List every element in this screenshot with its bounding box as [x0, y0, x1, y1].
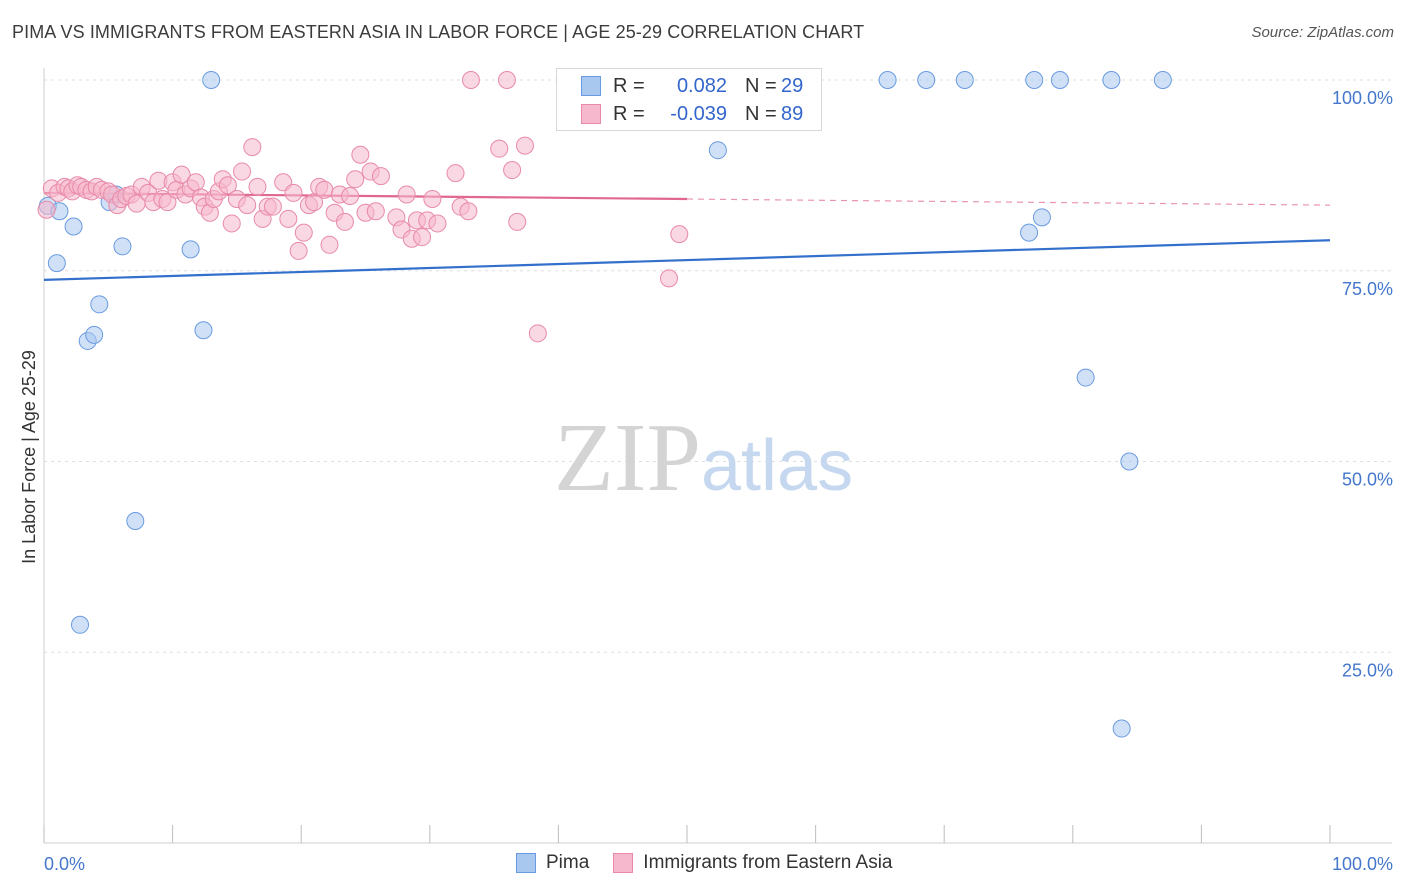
legend-item-immigrants: Immigrants from Eastern Asia: [613, 852, 893, 874]
pima-point: [708, 141, 727, 160]
immigrants-point: [315, 180, 334, 199]
legend-item-pima: Pima: [516, 852, 589, 874]
immigrants-point: [158, 193, 177, 212]
watermark: ZIPatlas: [554, 402, 853, 514]
immigrants-point: [503, 161, 522, 180]
immigrants-point: [37, 200, 56, 219]
pima-point: [90, 295, 109, 314]
immigrants-point: [490, 139, 509, 158]
immigrants-point: [346, 170, 365, 189]
y-axis-label: In Labor Force | Age 25-29: [19, 350, 39, 564]
pima-point: [1120, 452, 1139, 471]
immigrants-point: [670, 225, 689, 244]
immigrants-point: [335, 212, 354, 231]
pima-point: [85, 325, 104, 344]
y-tick-label: 100.0%: [1332, 88, 1393, 108]
immigrants-point: [172, 165, 191, 184]
pima-point: [194, 321, 213, 340]
pima-point: [1153, 71, 1172, 89]
immigrants-point: [320, 235, 339, 254]
data-points: [37, 71, 1172, 738]
immigrants-point: [289, 241, 308, 260]
axes: [43, 68, 1392, 844]
immigrants-point: [222, 214, 241, 233]
immigrants-point: [284, 183, 303, 202]
pima-legend-swatch: [516, 853, 536, 873]
pima-point: [1076, 368, 1095, 387]
immigrants-point: [459, 202, 478, 221]
correlation-legend: R = 0.082 N = 29 R = -0.039 N = 89: [556, 68, 822, 131]
pima-point: [1050, 71, 1069, 89]
y-tick-label: 25.0%: [1342, 660, 1393, 680]
x-tick-label: 100.0%: [1332, 854, 1393, 874]
n-label: N =: [745, 102, 777, 125]
tick-labels: 25.0% 50.0% 75.0% 100.0% 0.0% 100.0%: [44, 88, 1393, 874]
immigrants-legend-swatch: [613, 853, 634, 873]
x-tick-label: 0.0%: [44, 854, 85, 874]
immigrants-point: [243, 138, 262, 157]
pima-point: [1025, 71, 1044, 89]
immigrants-legend-label: Immigrants from Eastern Asia: [643, 852, 893, 873]
n-value: 89: [781, 102, 804, 125]
immigrants-point: [659, 269, 678, 288]
pima-point: [1112, 719, 1131, 738]
immigrants-point: [423, 190, 442, 209]
n-value: 29: [781, 74, 804, 97]
watermark-atlas: atlas: [701, 426, 854, 506]
r-value: 0.082: [676, 74, 727, 97]
immigrants-point: [341, 186, 360, 205]
immigrants-point: [397, 185, 416, 204]
immigrants-point: [186, 173, 205, 192]
immigrants-point: [218, 176, 237, 195]
r-value: -0.039: [670, 102, 727, 125]
immigrants-point: [446, 164, 465, 183]
r-label: R =: [613, 102, 645, 125]
pima-point: [1020, 223, 1039, 242]
immigrants-point: [515, 136, 534, 155]
watermark-zip: ZIP: [554, 404, 701, 512]
immigrants-point: [366, 202, 385, 221]
legend-row-pima: R = 0.082 N = 29: [581, 74, 803, 98]
immigrants-point: [279, 209, 298, 228]
pima-point: [955, 71, 974, 89]
pima-trend-line: [43, 239, 1331, 282]
pima-point: [878, 71, 897, 89]
immigrants-point: [528, 324, 547, 343]
r-label: R =: [613, 74, 645, 97]
immigrants-point: [413, 228, 432, 247]
pima-point: [47, 254, 66, 273]
immigrants-point: [371, 167, 390, 186]
immigrants-point: [461, 71, 480, 89]
immigrants-point: [263, 197, 282, 216]
y-tick-label: 50.0%: [1342, 470, 1393, 490]
pima-legend-label: Pima: [546, 852, 590, 873]
pima-point: [181, 240, 200, 259]
immigrants-trend-line-dashed: [686, 198, 1331, 206]
n-label: N =: [745, 74, 777, 97]
series-legend: Pima Immigrants from Eastern Asia: [516, 852, 917, 874]
source-label: Source: ZipAtlas.com: [1251, 24, 1394, 41]
immigrants-point: [233, 162, 252, 181]
pima-point: [71, 615, 90, 634]
immigrants-point: [294, 223, 313, 242]
immigrants-point: [248, 177, 267, 196]
pima-swatch: [581, 76, 601, 96]
pima-point: [113, 237, 132, 256]
chart-title: PIMA VS IMMIGRANTS FROM EASTERN ASIA IN …: [12, 22, 865, 42]
pima-point: [917, 71, 936, 89]
pima-point: [64, 217, 83, 236]
pima-point: [126, 512, 145, 531]
immigrants-point: [497, 71, 516, 89]
immigrants-point: [508, 212, 527, 231]
immigrants-point: [238, 196, 257, 215]
y-tick-label: 75.0%: [1342, 279, 1393, 299]
pima-point: [1032, 208, 1051, 227]
immigrants-point: [428, 214, 447, 233]
pima-point: [202, 71, 221, 89]
pima-point: [1102, 71, 1121, 89]
legend-row-immigrants: R = -0.039 N = 89: [581, 102, 803, 126]
immigrants-swatch: [581, 104, 601, 124]
immigrants-point: [351, 145, 370, 164]
